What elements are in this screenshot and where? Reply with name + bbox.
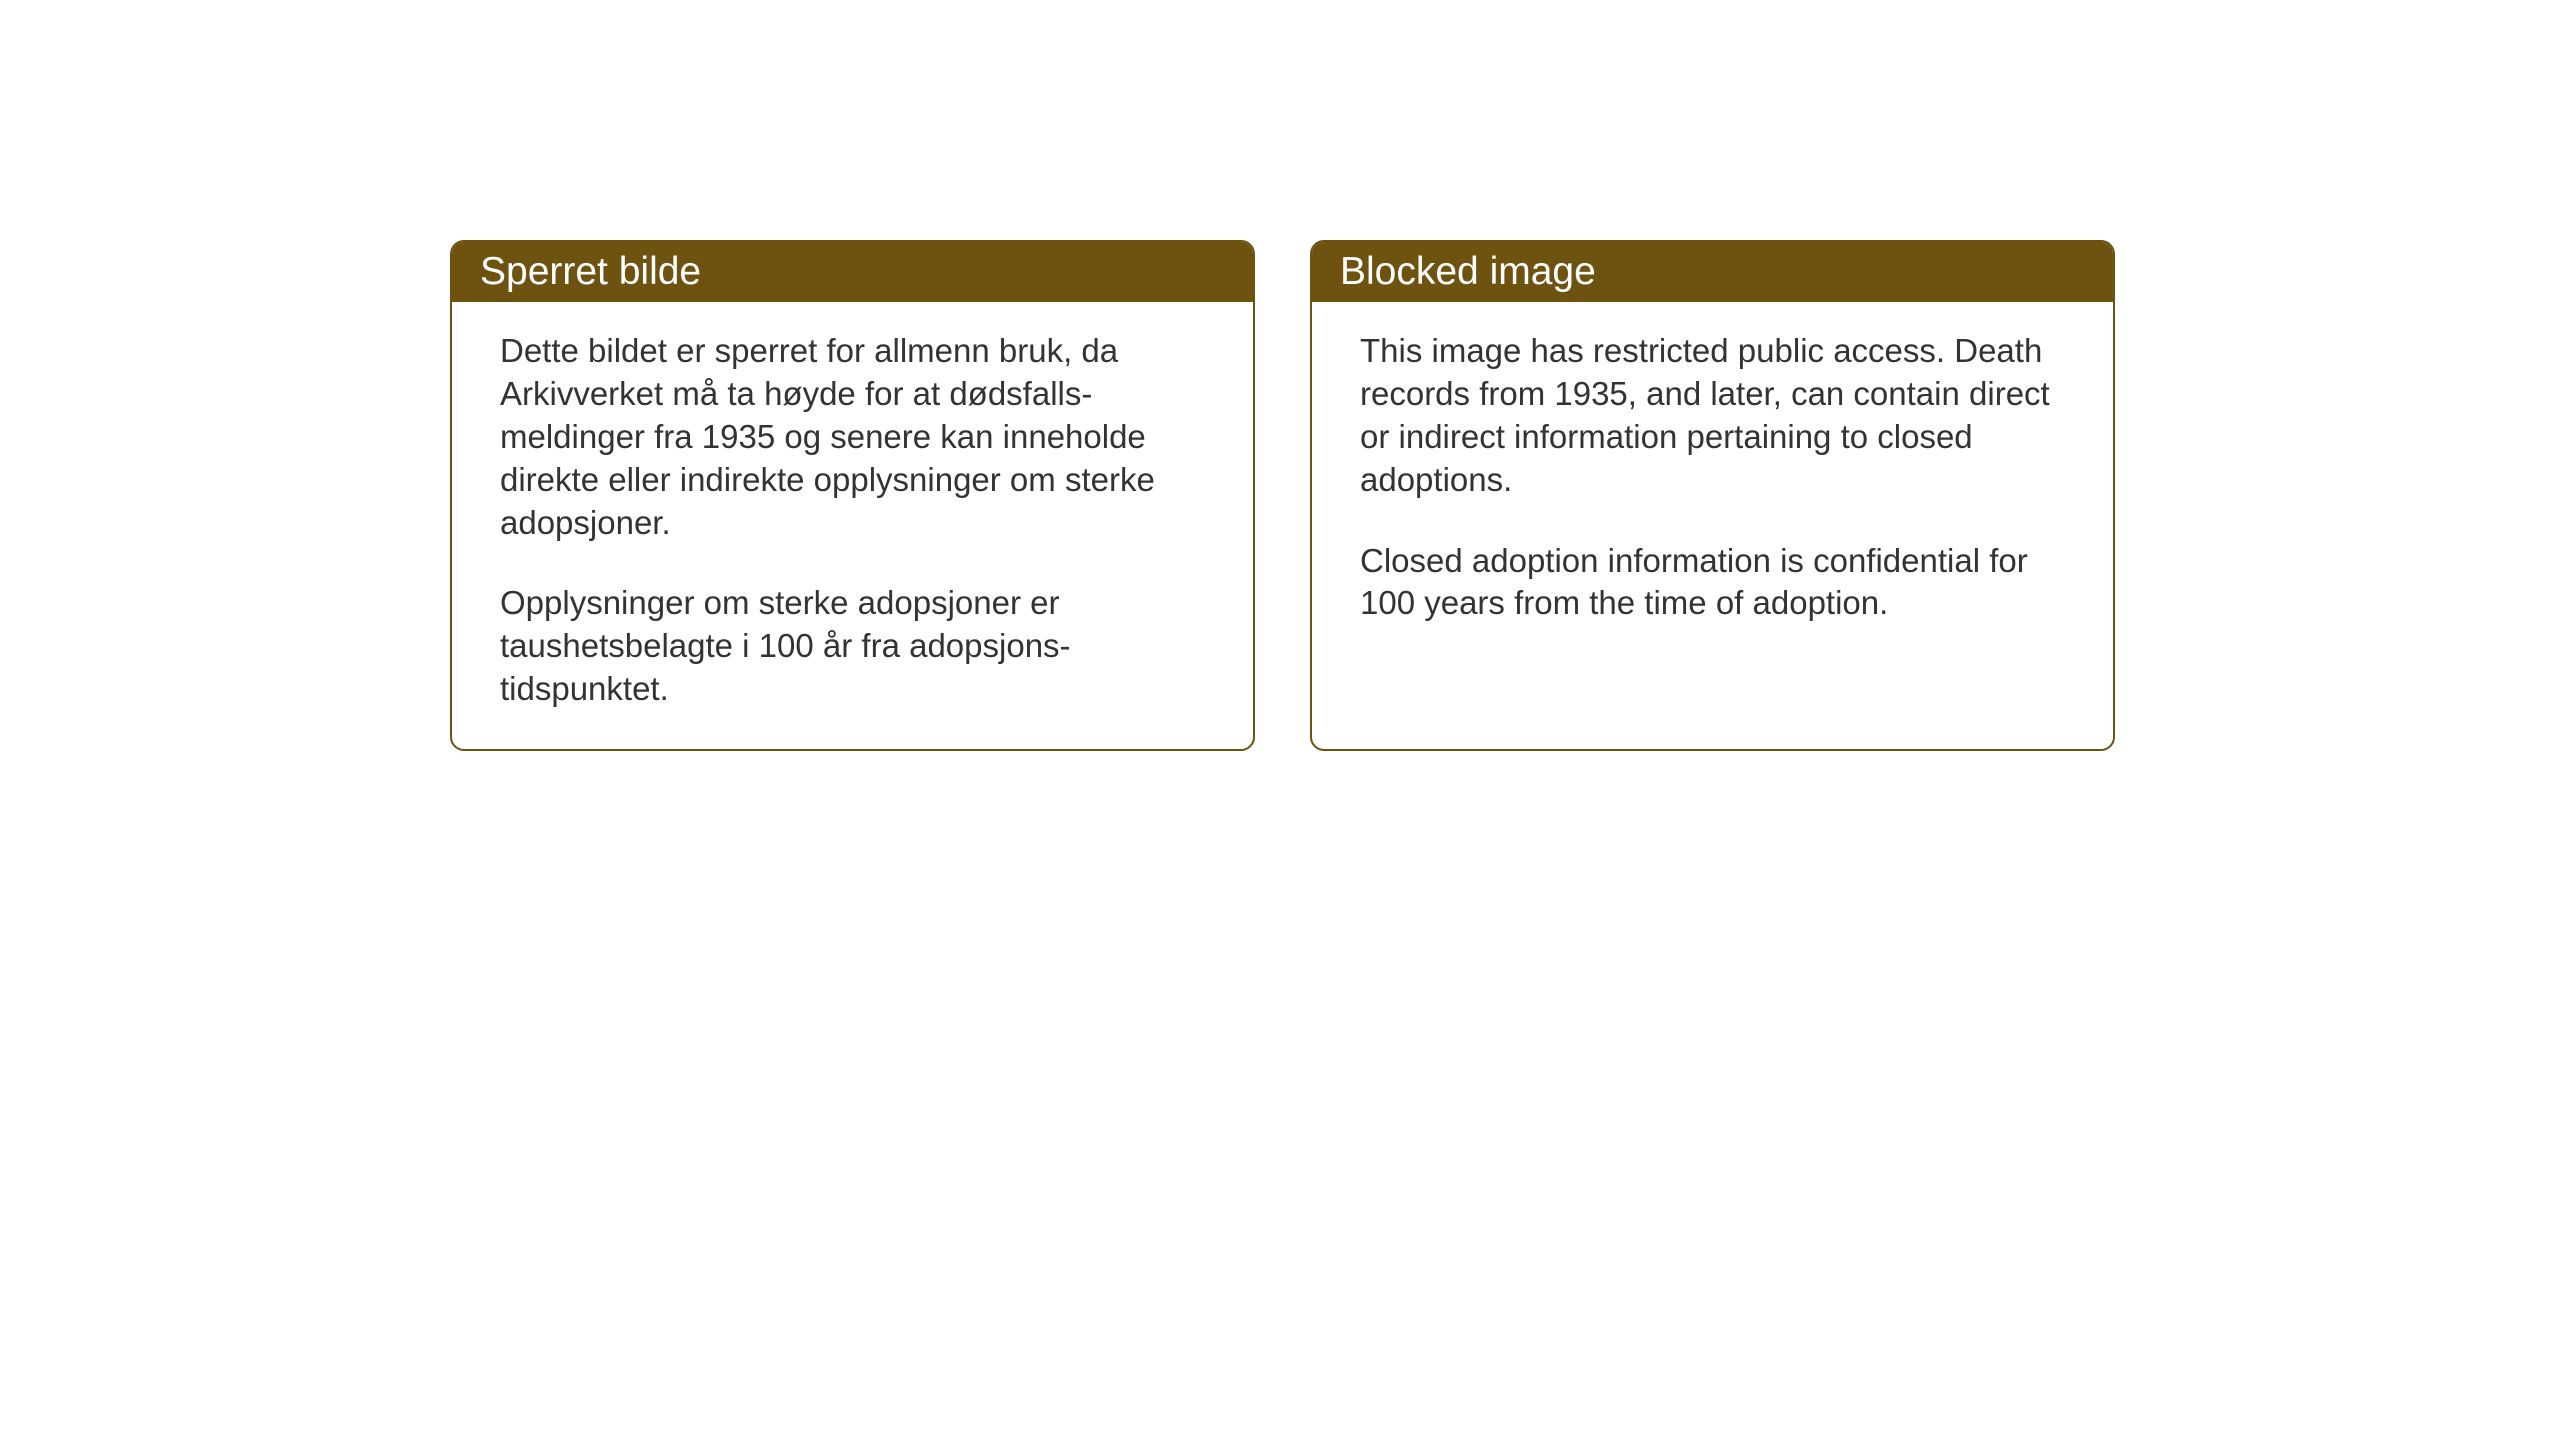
norwegian-paragraph-2: Opplysninger om sterke adopsjoner er tau… [500,582,1205,711]
norwegian-card-body: Dette bildet er sperret for allmenn bruk… [452,302,1253,749]
english-card-body: This image has restricted public access.… [1312,302,2113,663]
english-paragraph-2: Closed adoption information is confident… [1360,540,2065,626]
english-card: Blocked image This image has restricted … [1310,240,2115,751]
norwegian-card-title: Sperret bilde [452,242,1253,302]
norwegian-card: Sperret bilde Dette bildet er sperret fo… [450,240,1255,751]
norwegian-paragraph-1: Dette bildet er sperret for allmenn bruk… [500,330,1205,544]
english-card-title: Blocked image [1312,242,2113,302]
english-paragraph-1: This image has restricted public access.… [1360,330,2065,502]
card-container: Sperret bilde Dette bildet er sperret fo… [450,240,2560,751]
